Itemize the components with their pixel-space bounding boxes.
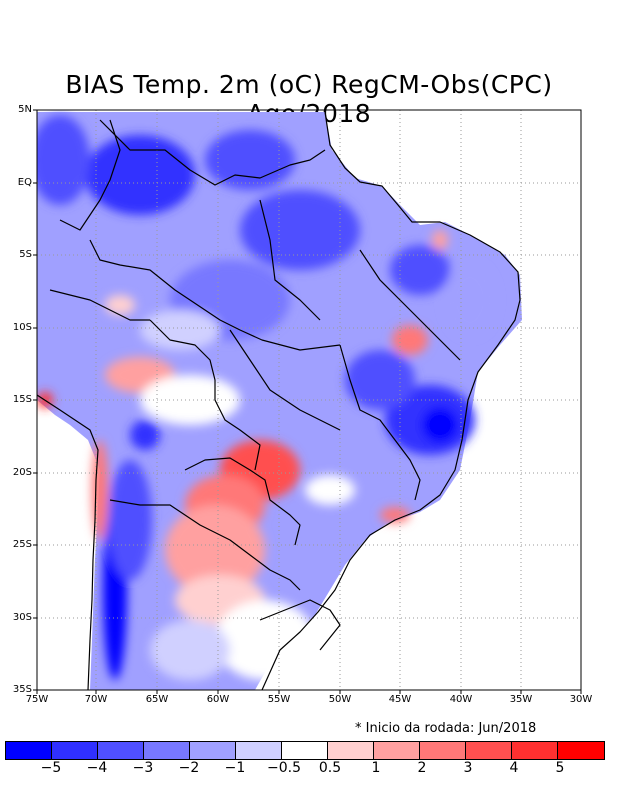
border-argentina [109,499,301,591]
blob-medium-east [345,350,415,410]
colorbar-label: 2 [417,760,427,776]
colorbar-swatch [98,742,144,759]
lat-label: 20S [12,467,32,478]
lat-label: 5S [19,249,32,260]
blob-pink-bahia [392,325,428,355]
blob-medium-andes [108,460,152,580]
colorbar-swatch [512,742,558,759]
colorbar-label: 4 [509,760,519,776]
colorbar-swatch [52,742,98,759]
colorbar-swatch [144,742,190,759]
colorbar-swatch [466,742,512,759]
lat-label: EQ [17,177,32,188]
axis-ticks [33,109,582,694]
lon-label: 50W [328,694,352,705]
colorbar-label: 3 [463,760,473,776]
border-brazil-west [89,239,341,351]
blob-pink-southeast [380,507,410,523]
blob-darkest-east [422,407,458,443]
lat-label: 35S [12,684,32,695]
lon-label: 75W [25,694,49,705]
lat-label: 15S [12,394,32,405]
blob-dark-west [37,115,90,205]
coastline-east [261,111,521,690]
blob-pink-chaco [165,505,265,595]
border-states-3 [229,329,341,431]
colorbar-label: −4 [86,760,108,776]
colorbar-swatch [6,742,52,759]
colorbar-label: −0.5 [267,760,301,776]
lon-label: 40W [449,694,473,705]
lat-label: 25S [12,539,32,550]
colorbar-label: −5 [40,760,62,776]
blob-dark-nordeste [390,245,450,295]
colorbar-label: 0.5 [318,760,342,776]
colorbar [5,741,605,760]
lon-label: 45W [388,694,412,705]
lat-label: 5N [18,104,32,115]
colorbar-swatch [190,742,236,759]
bias-field [37,115,495,680]
border-bolivia [149,319,261,471]
run-start-note: * Inicio da rodada: Jun/2018 [355,721,537,736]
border-states [339,344,421,501]
border-west-countries [49,289,150,321]
coastline [37,394,99,690]
blob-white-south [215,600,315,680]
colorbar-label: −2 [178,760,200,776]
lon-label: 55W [267,694,291,705]
border-paraguay [184,457,301,546]
blob-dark-bolivia [130,420,160,450]
blob-light-east [445,265,495,335]
lon-label: 65W [145,694,169,705]
colorbar-label: −1 [224,760,246,776]
blob-white-southeast [305,475,355,505]
colorbar-label: 1 [371,760,381,776]
blob-dark-northeast [205,130,295,190]
colorbar-label: 5 [555,760,565,776]
border-brazil-north [99,119,326,186]
lon-label: 70W [84,694,108,705]
colorbar-swatch [236,742,282,759]
blob-medium-amazon [240,190,360,270]
blob-pink-northeast [432,230,448,250]
lat-label: 30S [12,612,32,623]
borders [37,111,521,690]
border-uruguay [259,599,341,651]
colorbar-swatch [420,742,466,759]
blob-pink-peru [105,295,135,315]
lon-label: 35W [509,694,533,705]
lon-label: 30W [569,694,593,705]
blob-light-central [140,310,220,350]
lon-label: 60W [206,694,230,705]
colorbar-swatch [328,742,374,759]
border-west-countries-2 [59,119,121,231]
lat-label: 10S [12,322,32,333]
border-states-4 [259,199,321,321]
blob-light-south [150,620,230,680]
blob-dark-north [85,135,195,215]
colorbar-label: −3 [132,760,154,776]
colorbar-swatch [374,742,420,759]
border-states-2 [359,249,461,361]
colorbar-swatch [558,742,604,759]
colorbar-swatch [282,742,328,759]
